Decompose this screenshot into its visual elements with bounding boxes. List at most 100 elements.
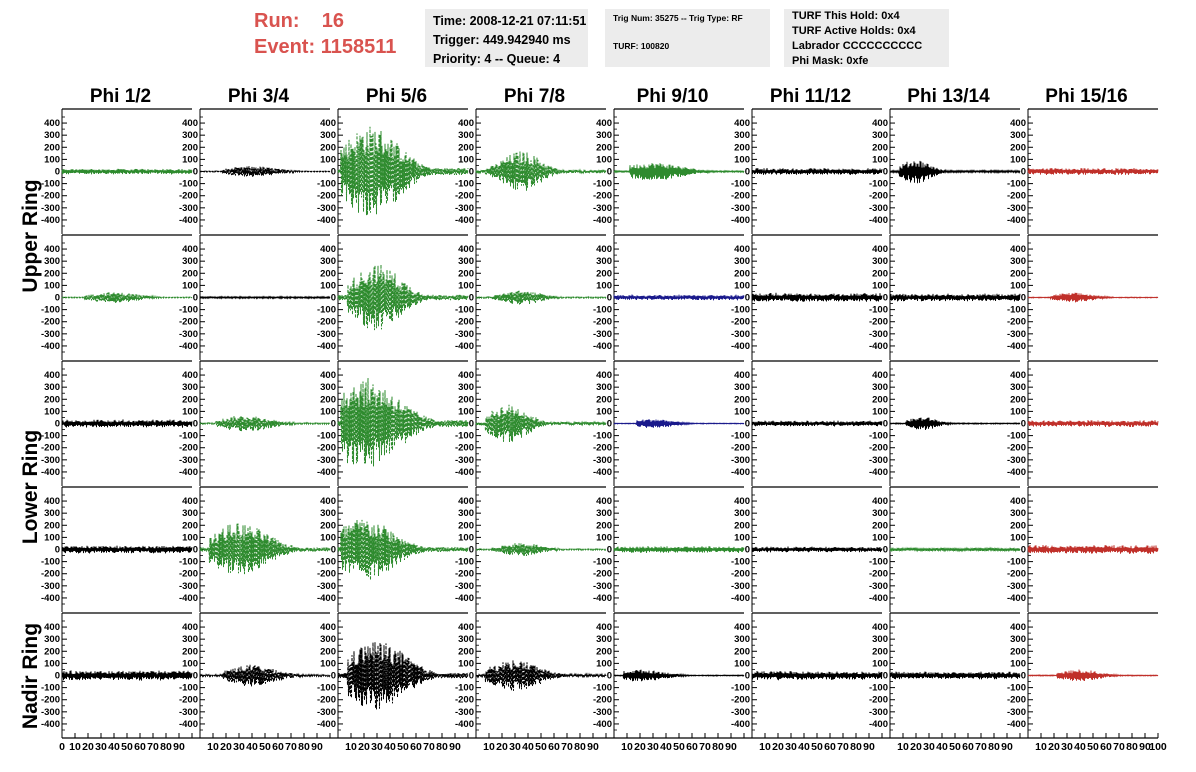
y-tick-label: 100 <box>596 658 612 669</box>
y-tick-label: 100 <box>872 532 888 543</box>
y-tick-label: -100 <box>731 431 750 442</box>
turf-active-text: TURF Active Holds: 0x4 <box>792 25 916 37</box>
y-tick-label: 300 <box>458 634 474 645</box>
y-tick-label: 300 <box>734 130 750 141</box>
y-tick-label: -300 <box>731 707 750 718</box>
y-tick-label: 0 <box>331 419 336 430</box>
y-tick-label: 100 <box>182 658 198 669</box>
y-tick-label: -400 <box>41 341 60 352</box>
y-tick-label: 200 <box>872 646 888 657</box>
y-tick-label: 400 <box>44 496 60 507</box>
y-tick-label: -100 <box>41 179 60 190</box>
y-tick-label: -100 <box>593 683 612 694</box>
y-tick-label: 0 <box>1021 167 1026 178</box>
y-tick-label: 200 <box>182 646 198 657</box>
y-tick-label: 300 <box>182 634 198 645</box>
y-tick-label: -400 <box>455 467 474 478</box>
y-tick-label: -200 <box>1007 443 1026 454</box>
y-tick-label: 0 <box>469 293 474 304</box>
waveform-trace <box>337 126 469 216</box>
y-tick-label: 300 <box>1010 256 1026 267</box>
waveform-trace <box>889 160 1021 184</box>
y-tick-label: 300 <box>182 256 198 267</box>
x-tick-label: 20 <box>634 741 646 753</box>
y-tick-label: 200 <box>1010 520 1026 531</box>
y-tick-label: -400 <box>869 341 888 352</box>
y-tick-label: 100 <box>458 406 474 417</box>
y-tick-label: -100 <box>869 557 888 568</box>
x-tick-label: 90 <box>173 741 185 753</box>
y-tick-label: 200 <box>872 268 888 279</box>
y-tick-label: 200 <box>1010 394 1026 405</box>
y-tick-label: -300 <box>1007 203 1026 214</box>
y-tick-label: 400 <box>182 118 198 129</box>
y-tick-label: -100 <box>593 179 612 190</box>
x-tick-label: 10 <box>1035 741 1047 753</box>
x-tick-label: 40 <box>1074 741 1086 753</box>
y-tick-label: 200 <box>1010 142 1026 153</box>
y-tick-label: -300 <box>593 203 612 214</box>
y-tick-label: 200 <box>872 394 888 405</box>
col-header-phi-5-6: Phi 5/6 <box>365 86 428 107</box>
y-tick-label: -400 <box>317 719 336 730</box>
y-tick-label: 200 <box>458 646 474 657</box>
y-tick-label: 300 <box>596 382 612 393</box>
waveform-trace <box>1027 544 1159 555</box>
y-tick-label: -200 <box>41 191 60 202</box>
y-tick-label: 400 <box>182 370 198 381</box>
y-tick-label: 0 <box>607 671 612 682</box>
y-tick-label: -100 <box>593 431 612 442</box>
turf-info-panel: TURF This Hold: 0x4 TURF Active Holds: 0… <box>784 9 949 67</box>
run-value: 16 <box>321 10 345 32</box>
waveform-trace <box>61 670 193 681</box>
x-tick-label: 20 <box>82 741 94 753</box>
y-tick-label: 400 <box>320 118 336 129</box>
x-tick-label: 20 <box>910 741 922 753</box>
y-tick-label: 400 <box>44 370 60 381</box>
y-tick-label: 400 <box>872 622 888 633</box>
y-tick-label: 0 <box>745 545 750 556</box>
y-tick-label: 100 <box>596 280 612 291</box>
y-tick-label: 0 <box>193 293 198 304</box>
y-tick-label: 0 <box>331 293 336 304</box>
x-tick-label: 50 <box>121 741 133 753</box>
y-tick-label: 400 <box>1010 622 1026 633</box>
y-tick-label: 100 <box>1010 532 1026 543</box>
x-tick-label: 40 <box>936 741 948 753</box>
x-tick-label: 10 <box>69 741 81 753</box>
x-tick-label: 60 <box>962 741 974 753</box>
y-tick-label: 200 <box>182 394 198 405</box>
y-tick-label: -100 <box>179 179 198 190</box>
run-event-box: Run: 16 Event: 1158511 <box>254 8 396 60</box>
y-tick-label: -200 <box>455 191 474 202</box>
y-tick-label: -400 <box>317 215 336 226</box>
y-tick-label: -200 <box>41 443 60 454</box>
x-tick-label: 10 <box>207 741 219 753</box>
waveform-trace <box>475 404 607 443</box>
y-tick-label: -300 <box>179 203 198 214</box>
y-tick-label: -400 <box>869 215 888 226</box>
y-tick-label: 200 <box>44 646 60 657</box>
y-tick-label: 0 <box>745 293 750 304</box>
y-tick-label: 200 <box>320 142 336 153</box>
y-tick-label: 400 <box>872 370 888 381</box>
y-tick-label: 400 <box>44 118 60 129</box>
x-tick-label: 30 <box>647 741 659 753</box>
turf-text: TURF: 100820 <box>613 41 670 51</box>
x-tick-label: 50 <box>259 741 271 753</box>
y-tick-label: -300 <box>179 455 198 466</box>
y-tick-label: -300 <box>317 329 336 340</box>
y-tick-label: 200 <box>44 142 60 153</box>
y-tick-label: 0 <box>883 167 888 178</box>
y-tick-label: 300 <box>1010 130 1026 141</box>
y-tick-label: -200 <box>731 443 750 454</box>
y-tick-label: 0 <box>55 167 60 178</box>
y-tick-label: 100 <box>458 280 474 291</box>
y-tick-label: 100 <box>872 406 888 417</box>
